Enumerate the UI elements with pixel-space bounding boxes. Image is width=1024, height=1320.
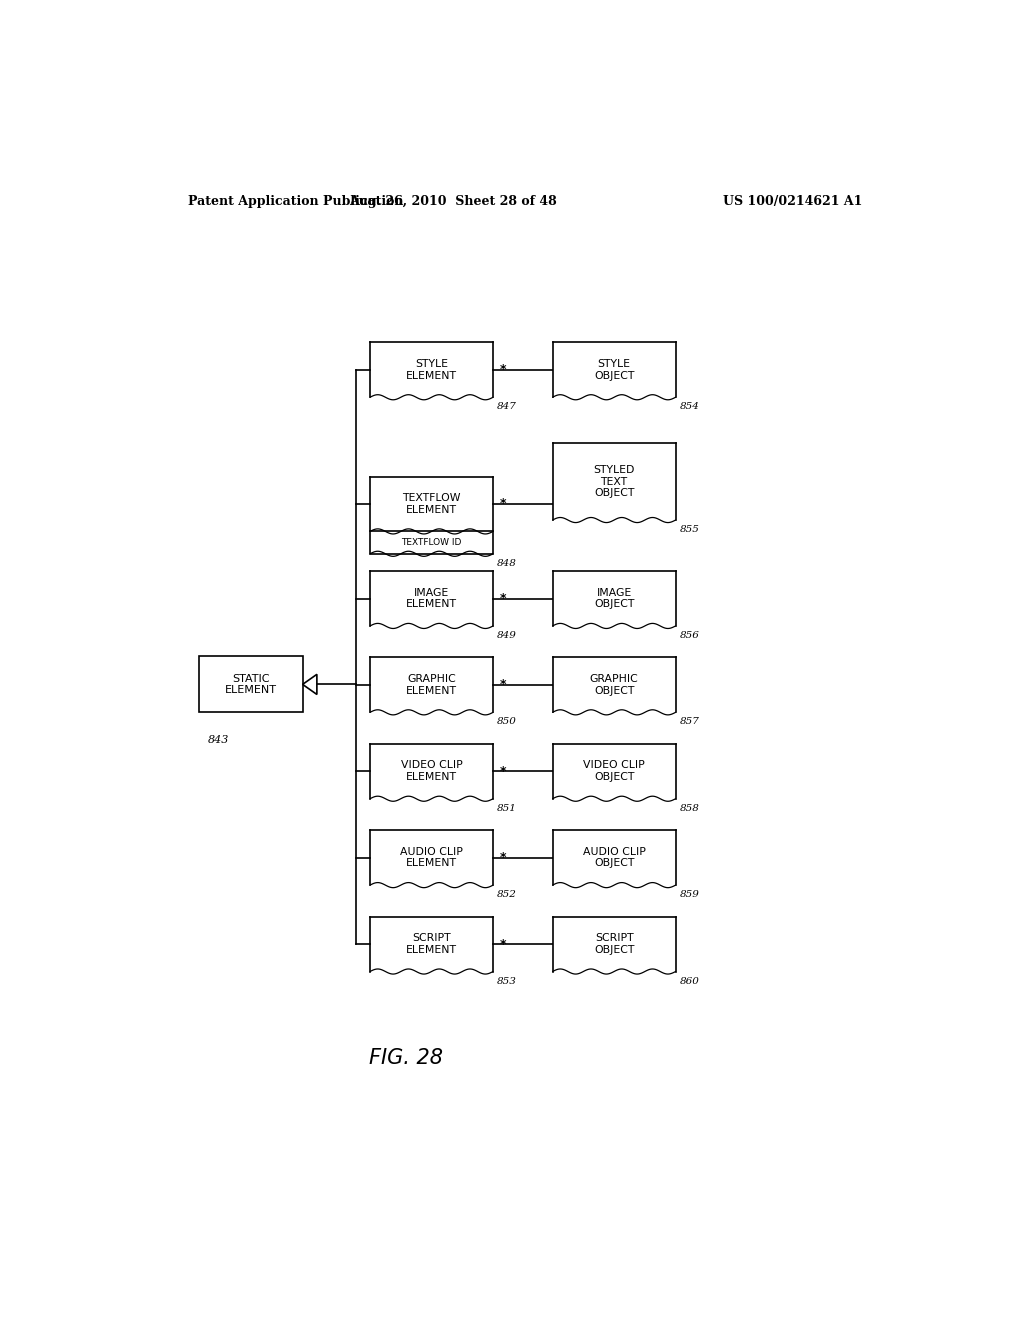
- Text: SCRIPT
OBJECT: SCRIPT OBJECT: [594, 933, 634, 954]
- Bar: [370, 532, 494, 554]
- Text: *: *: [500, 591, 507, 605]
- Text: 852: 852: [497, 890, 517, 899]
- Text: *: *: [500, 851, 507, 865]
- Text: STYLE
OBJECT: STYLE OBJECT: [594, 359, 634, 380]
- Text: US 100/0214621 A1: US 100/0214621 A1: [723, 194, 862, 207]
- Text: TEXTFLOW
ELEMENT: TEXTFLOW ELEMENT: [402, 494, 461, 515]
- Text: *: *: [500, 363, 507, 376]
- Text: SCRIPT
ELEMENT: SCRIPT ELEMENT: [407, 933, 457, 954]
- Text: VIDEO CLIP
OBJECT: VIDEO CLIP OBJECT: [584, 760, 645, 781]
- Text: 853: 853: [497, 977, 517, 986]
- Text: TEXTFLOW ID: TEXTFLOW ID: [401, 539, 462, 546]
- Text: 848: 848: [497, 558, 517, 568]
- Bar: [370, 830, 494, 886]
- Text: STATIC
ELEMENT: STATIC ELEMENT: [225, 673, 278, 696]
- Text: STYLE
ELEMENT: STYLE ELEMENT: [407, 359, 457, 380]
- Text: 849: 849: [497, 631, 517, 640]
- Text: IMAGE
ELEMENT: IMAGE ELEMENT: [407, 587, 457, 610]
- Text: 847: 847: [497, 403, 517, 412]
- Bar: [370, 477, 494, 532]
- Bar: [553, 342, 676, 397]
- Bar: [370, 744, 494, 799]
- Bar: [200, 656, 303, 713]
- Text: *: *: [500, 678, 507, 692]
- Text: 854: 854: [680, 403, 699, 412]
- Bar: [553, 572, 676, 626]
- Text: GRAPHIC
OBJECT: GRAPHIC OBJECT: [590, 675, 638, 696]
- Bar: [553, 830, 676, 886]
- Text: *: *: [500, 498, 507, 511]
- Text: *: *: [500, 937, 507, 950]
- Text: 843: 843: [207, 735, 228, 744]
- Text: VIDEO CLIP
ELEMENT: VIDEO CLIP ELEMENT: [400, 760, 463, 781]
- Text: 855: 855: [680, 525, 699, 535]
- Text: IMAGE
OBJECT: IMAGE OBJECT: [594, 587, 634, 610]
- Text: AUDIO CLIP
OBJECT: AUDIO CLIP OBJECT: [583, 847, 645, 869]
- Bar: [370, 342, 494, 397]
- Bar: [553, 916, 676, 972]
- Text: 851: 851: [497, 804, 517, 813]
- Text: Aug. 26, 2010  Sheet 28 of 48: Aug. 26, 2010 Sheet 28 of 48: [349, 194, 557, 207]
- Text: 850: 850: [497, 718, 517, 726]
- Polygon shape: [303, 675, 316, 694]
- Text: AUDIO CLIP
ELEMENT: AUDIO CLIP ELEMENT: [400, 847, 463, 869]
- Text: STYLED
TEXT
OBJECT: STYLED TEXT OBJECT: [593, 465, 635, 498]
- Bar: [553, 657, 676, 713]
- Text: 858: 858: [680, 804, 699, 813]
- Text: Patent Application Publication: Patent Application Publication: [187, 194, 403, 207]
- Text: GRAPHIC
ELEMENT: GRAPHIC ELEMENT: [407, 675, 457, 696]
- Text: FIG. 28: FIG. 28: [369, 1048, 442, 1068]
- Bar: [553, 744, 676, 799]
- Text: *: *: [500, 764, 507, 777]
- Bar: [370, 657, 494, 713]
- Text: 859: 859: [680, 890, 699, 899]
- Bar: [370, 916, 494, 972]
- Text: 857: 857: [680, 718, 699, 726]
- Bar: [370, 572, 494, 626]
- Text: 856: 856: [680, 631, 699, 640]
- Bar: [553, 444, 676, 520]
- Text: 860: 860: [680, 977, 699, 986]
